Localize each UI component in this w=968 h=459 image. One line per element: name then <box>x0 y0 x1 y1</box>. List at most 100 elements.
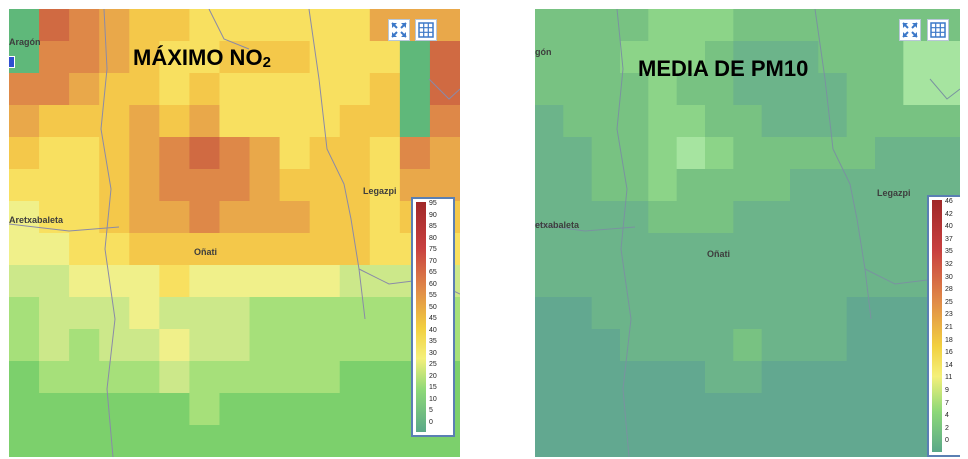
grid-cell <box>591 105 621 138</box>
grid-cell <box>846 393 876 426</box>
grid-cell <box>563 137 593 170</box>
grid-cell <box>129 329 161 362</box>
grid-cell <box>535 41 565 74</box>
grid-icon <box>418 22 434 38</box>
grid-cell <box>676 265 706 298</box>
grid-cell <box>648 361 678 394</box>
grid-cell <box>705 361 735 394</box>
grid-cell <box>931 105 960 138</box>
grid-cell <box>39 169 71 202</box>
grid-toggle-button[interactable] <box>927 19 949 41</box>
grid-cell <box>733 137 763 170</box>
grid-cell <box>339 297 371 330</box>
legend-label: 42 <box>945 210 953 218</box>
grid-cell <box>705 137 735 170</box>
grid-cell <box>620 137 650 170</box>
grid-cell <box>846 361 876 394</box>
grid-cell <box>309 393 341 426</box>
grid-cell <box>846 265 876 298</box>
fullscreen-button[interactable] <box>388 19 410 41</box>
grid-cell <box>159 233 191 266</box>
grid-cell <box>369 297 401 330</box>
grid-cell <box>279 169 311 202</box>
grid-cell <box>705 169 735 202</box>
grid-cell <box>790 41 820 74</box>
grid-cell <box>761 329 791 362</box>
grid-cell <box>339 9 371 42</box>
fullscreen-icon <box>902 22 918 38</box>
legend-label: 90 <box>429 211 437 219</box>
grid-cell <box>9 105 41 138</box>
grid-cell <box>189 233 221 266</box>
grid-cell <box>846 329 876 362</box>
legend-label: 16 <box>945 349 953 357</box>
legend-label: 65 <box>429 269 437 276</box>
grid-cell <box>733 425 763 457</box>
legend-label: 75 <box>429 246 437 253</box>
no2-color-legend: 95 90 85 80 75 70 65 60 55 50 45 40 35 30 25 20 15 10 5 0 <box>411 197 455 437</box>
no2-concentration-grid <box>9 9 460 457</box>
grid-cell <box>279 105 311 138</box>
grid-cell <box>339 233 371 266</box>
grid-cell <box>733 393 763 426</box>
grid-cell <box>591 297 621 330</box>
grid-cell <box>219 105 251 138</box>
grid-cell <box>249 137 281 170</box>
grid-cell <box>761 361 791 394</box>
grid-cell <box>620 361 650 394</box>
grid-cell <box>249 425 281 457</box>
grid-cell <box>676 137 706 170</box>
grid-cell <box>99 425 131 457</box>
grid-cell <box>69 361 101 394</box>
grid-cell <box>761 265 791 298</box>
grid-cell <box>339 105 371 138</box>
location-marker-icon[interactable] <box>9 56 15 68</box>
grid-cell <box>9 73 41 106</box>
grid-cell <box>249 169 281 202</box>
grid-cell <box>159 41 191 74</box>
grid-cell <box>846 297 876 330</box>
grid-cell <box>249 329 281 362</box>
grid-cell <box>591 425 621 457</box>
grid-cell <box>249 9 281 42</box>
grid-cell <box>648 329 678 362</box>
legend-label: 25 <box>429 361 437 368</box>
grid-cell <box>648 393 678 426</box>
place-legazpi: Legazpi <box>363 186 397 196</box>
pm10-map-panel[interactable]: gón etxabaleta Oñati Legazpi MEDIA DE PM… <box>535 9 960 457</box>
grid-toggle-button[interactable] <box>415 19 437 41</box>
grid-cell <box>620 297 650 330</box>
grid-cell <box>39 137 71 170</box>
grid-cell <box>563 233 593 266</box>
grid-cell <box>309 425 341 457</box>
legend-label: 45 <box>429 315 437 322</box>
grid-cell <box>279 137 311 170</box>
grid-cell <box>591 393 621 426</box>
grid-cell <box>159 169 191 202</box>
grid-cell <box>39 297 71 330</box>
grid-cell <box>620 329 650 362</box>
grid-cell <box>189 9 221 42</box>
fullscreen-button[interactable] <box>899 19 921 41</box>
grid-cell <box>648 265 678 298</box>
grid-cell <box>279 361 311 394</box>
grid-cell <box>563 9 593 42</box>
grid-cell <box>219 265 251 298</box>
grid-cell <box>189 329 221 362</box>
grid-cell <box>309 73 341 106</box>
grid-cell <box>279 73 311 106</box>
grid-cell <box>309 265 341 298</box>
grid-cell <box>733 73 763 106</box>
grid-cell <box>535 169 565 202</box>
grid-cell <box>875 73 905 106</box>
grid-cell <box>903 105 933 138</box>
grid-cell <box>69 297 101 330</box>
grid-cell <box>563 329 593 362</box>
grid-cell <box>399 169 431 202</box>
place-legazpi: Legazpi <box>877 188 911 198</box>
legend-label: 4 <box>945 412 949 420</box>
no2-map-panel[interactable]: Aragón Aretxabaleta Oñati Legazpi MÁXIMO… <box>9 9 460 457</box>
grid-cell <box>676 425 706 457</box>
grid-cell <box>219 233 251 266</box>
legend-label: 80 <box>429 234 437 242</box>
